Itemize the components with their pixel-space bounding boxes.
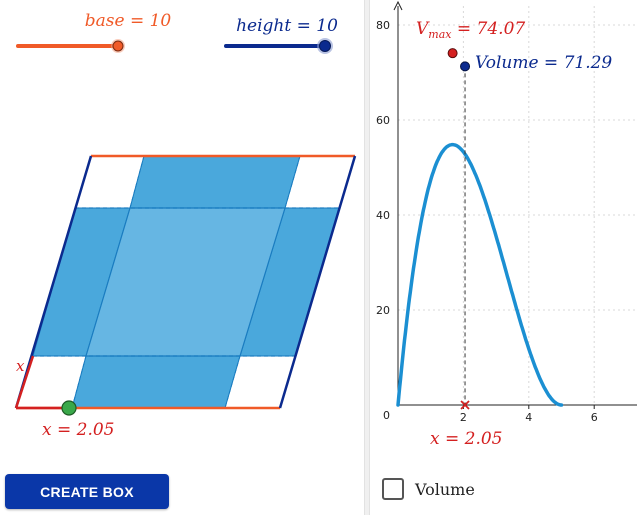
vmax-label: Vmax = 74.07 [416, 19, 525, 41]
net-canvas: base = 10 height = 10 [14, 11, 357, 440]
fold-line-tl [129, 155, 145, 209]
vmax-point[interactable] [447, 48, 458, 59]
volume-point[interactable] [460, 61, 471, 72]
create-box-button[interactable]: CREATE BOX [5, 474, 169, 509]
volume-curve [396, 142, 564, 407]
y-tick-label: 20 [376, 304, 390, 317]
graph-grid [398, 6, 637, 405]
base-slider-label: base = 10 [85, 11, 172, 31]
top-flap [129, 155, 301, 209]
volume-graph: 0 20 40 60 80 2 4 6 Vmax = 74.07 Volume = 71.29… [376, 0, 637, 449]
volume-checkbox[interactable]: Volume [382, 478, 475, 500]
y-tick-label: 80 [376, 19, 390, 32]
volume-checkbox-box[interactable] [382, 478, 404, 500]
x-tick-label: 2 [460, 411, 467, 424]
x-tick-label: 6 [591, 411, 598, 424]
height-slider-handle[interactable] [319, 40, 331, 52]
y-tick-label: 40 [376, 209, 390, 222]
construction-panel: base = 10 height = 10 [14, 11, 357, 440]
graph-x-value: x = 2.05 [430, 429, 503, 449]
base-slider[interactable]: base = 10 [16, 11, 172, 53]
y-tick-label: 60 [376, 114, 390, 127]
y-tick-label: 0 [383, 409, 390, 422]
volume-label: Volume = 71.29 [475, 53, 612, 73]
fold-line-bl [71, 355, 87, 409]
graph-panel: 0 20 40 60 80 2 4 6 Vmax = 74.07 Volume = 71.29… [370, 0, 637, 515]
base-slider-handle[interactable] [112, 40, 124, 52]
x-marker-stroke [460, 400, 470, 410]
bottom-flap [71, 355, 241, 409]
x-tick-label: 4 [525, 411, 532, 424]
pane-divider[interactable] [364, 0, 370, 515]
fold-line-tr [284, 155, 301, 209]
vmax-label-sub: max [428, 28, 452, 41]
sheet-right-edge [278, 155, 357, 409]
graph-ticks: 0 20 40 60 80 2 4 6 [376, 19, 598, 424]
y-axis-arrow [393, 0, 403, 11]
height-slider[interactable]: height = 10 [224, 16, 338, 54]
volume-checkbox-label: Volume [415, 479, 475, 499]
x-drag-point[interactable] [61, 400, 77, 416]
vmax-label-eq: = 74.07 [451, 19, 525, 39]
x-marker-cross [460, 400, 470, 410]
net-x-value: x = 2.05 [42, 420, 115, 440]
corner-cut-side [14, 355, 35, 409]
fold-line-br [224, 355, 241, 409]
box-net: x x = 2.05 [14, 154, 357, 440]
height-slider-label: height = 10 [236, 16, 338, 36]
corner-x-label: x [16, 357, 25, 375]
vmax-label-v: V [416, 19, 430, 39]
